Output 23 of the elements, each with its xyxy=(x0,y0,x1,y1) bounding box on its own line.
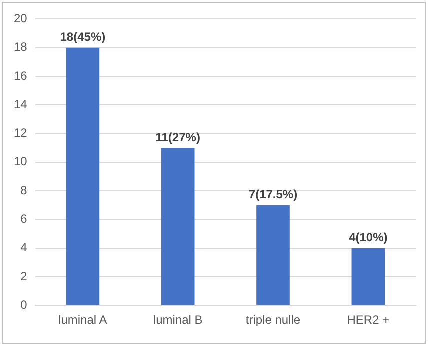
y-tick-label: 2 xyxy=(20,269,28,284)
y-tick-label: 0 xyxy=(20,298,28,312)
bar xyxy=(161,148,195,306)
y-tick-label: 8 xyxy=(20,183,28,198)
x-tick-label: triple nulle xyxy=(246,313,301,328)
x-tick-label: luminal A xyxy=(58,313,108,328)
y-tick-label: 10 xyxy=(14,154,28,169)
y-tick-label: 12 xyxy=(14,126,28,140)
x-tick-label: luminal B xyxy=(153,313,203,328)
y-tick-label: 6 xyxy=(20,212,28,226)
x-tick-label: HER2 + xyxy=(347,313,390,328)
y-tick-label: 14 xyxy=(14,97,28,112)
data-label: 7(17.5%) xyxy=(248,188,298,202)
data-label: 18(45%) xyxy=(60,30,106,44)
bar xyxy=(256,205,290,306)
y-tick-label: 18 xyxy=(14,40,28,54)
y-tick-label: 16 xyxy=(14,68,28,83)
data-label: 11(27%) xyxy=(156,130,200,144)
data-label: 4(10%) xyxy=(349,230,388,245)
bar xyxy=(66,48,100,306)
y-tick-label: 4 xyxy=(20,240,28,255)
y-tick-label: 20 xyxy=(14,12,28,26)
bar xyxy=(352,248,386,306)
